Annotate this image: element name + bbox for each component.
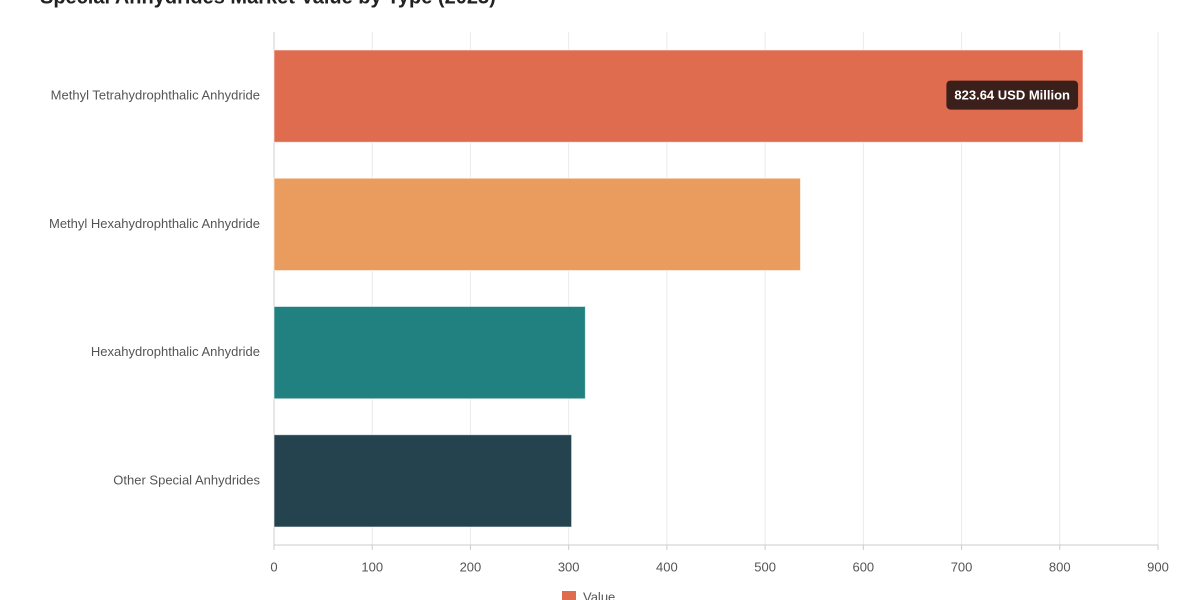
x-tick-label: 300 <box>558 559 580 574</box>
x-tick-label: 0 <box>270 559 277 574</box>
x-tick-label: 600 <box>852 559 874 574</box>
x-tick-label: 800 <box>1049 559 1071 574</box>
x-tick-label: 200 <box>460 559 482 574</box>
tooltip-box <box>946 80 1079 110</box>
x-tick-label: 500 <box>754 559 776 574</box>
y-tick-label: Other Special Anhydrides <box>113 472 260 487</box>
chart-title: Special Anhydrides Market Value by Type … <box>40 0 496 8</box>
value-label: 823.64 USD Million <box>954 88 1070 103</box>
x-tick-label: 400 <box>656 559 678 574</box>
x-tick-label: 100 <box>361 559 383 574</box>
x-tick-label: 900 <box>1147 559 1169 574</box>
legend-swatch <box>562 591 576 600</box>
bar <box>273 305 586 400</box>
y-tick-label: Methyl Hexahydrophthalic Anhydride <box>49 216 260 231</box>
y-tick-label: Hexahydrophthalic Anhydride <box>91 344 260 359</box>
x-tick-label: 700 <box>951 559 973 574</box>
y-tick-label: Methyl Tetrahydrophthalic Anhydride <box>51 88 260 103</box>
bar <box>273 434 573 528</box>
tooltip <box>946 80 1079 110</box>
legend-label: Value <box>583 589 615 600</box>
bar <box>273 177 801 272</box>
